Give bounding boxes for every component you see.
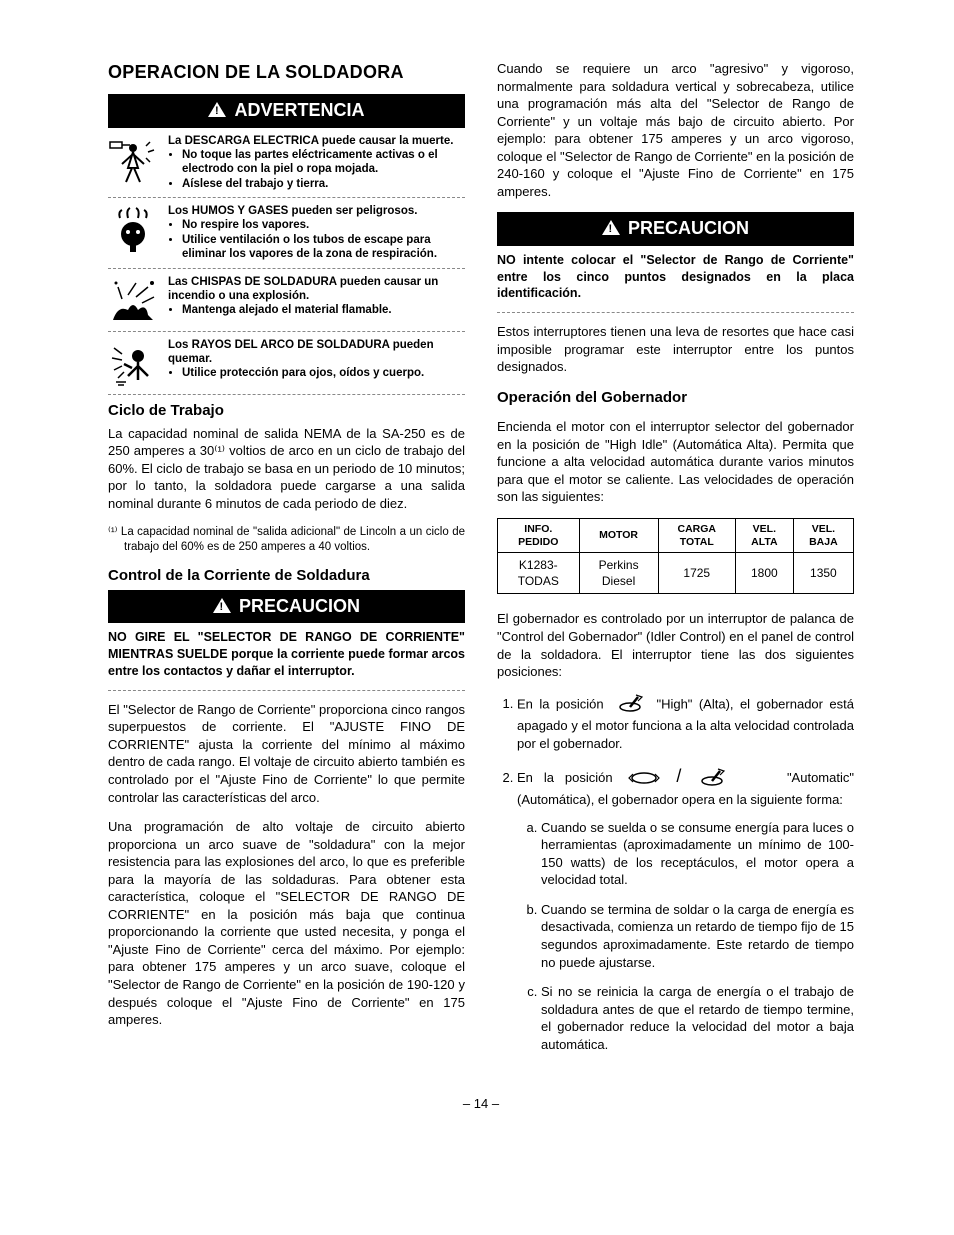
inter-body: Estos interruptores tienen una leva de r…	[497, 323, 854, 376]
td-carga: 1725	[658, 553, 735, 594]
warning-triangle-icon	[208, 102, 226, 117]
th-baja: VEL. BAJA	[793, 518, 853, 552]
th-info: INFO. PEDIDO	[498, 518, 580, 552]
switch-auto-left-icon	[627, 768, 661, 791]
th-carga: CARGA TOTAL	[658, 518, 735, 552]
th-motor: MOTOR	[579, 518, 658, 552]
switch-auto-right-icon	[696, 767, 728, 792]
precaucion-banner: PRECAUCION	[108, 590, 465, 623]
ciclo-heading: Ciclo de Trabajo	[108, 401, 465, 421]
td-alta: 1800	[735, 553, 793, 594]
li2-pre: En la posición	[517, 770, 613, 785]
warning-sparks: Las CHISPAS DE SOLDADURA pueden causar u…	[108, 275, 465, 332]
selector-body: El "Selector de Rango de Corriente" prop…	[108, 701, 465, 806]
page-title: OPERACION DE LA SOLDADORA	[108, 60, 465, 84]
banner-label: PRECAUCION	[239, 594, 360, 618]
speed-table: INFO. PEDIDO MOTOR CARGA TOTAL VEL. ALTA…	[497, 518, 854, 595]
prog-body: Una programación de alto voltaje de circ…	[108, 818, 465, 1029]
warning-arc: Los RAYOS DEL ARCO DE SOLDADURA pueden q…	[108, 338, 465, 395]
gob-body: El gobernador es controlado por un inter…	[497, 610, 854, 680]
ciclo-body: La capacidad nominal de salida NEMA de l…	[108, 425, 465, 513]
banner-label: ADVERTENCIA	[234, 98, 364, 122]
list-item-high: En la posición "High" (Alta), el goberna…	[517, 693, 854, 753]
gobernador-heading: Operación del Gobernador	[497, 388, 854, 408]
banner-label: PRECAUCION	[628, 216, 749, 240]
warn-bullet: No respire los vapores.	[182, 218, 465, 232]
precaucion-text-2: NO intente colocar el "Selector de Rango…	[497, 252, 854, 314]
warn-lead: Las CHISPAS DE SOLDADURA pueden causar u…	[168, 275, 465, 304]
li1-pre: En la posición	[517, 696, 604, 711]
control-heading: Control de la Corriente de Soldadura	[108, 566, 465, 586]
switch-high-icon	[614, 693, 646, 718]
agresivo-body: Cuando se requiere un arco "agresivo" y …	[497, 60, 854, 200]
warning-triangle-icon	[602, 220, 620, 235]
page-number: – 14 –	[108, 1095, 854, 1113]
shock-icon	[108, 134, 158, 184]
td-baja: 1350	[793, 553, 853, 594]
table-row: K1283-TODAS Perkins Diesel 1725 1800 135…	[498, 553, 854, 594]
td-motor: Perkins Diesel	[579, 553, 658, 594]
warning-fumes: Los HUMOS Y GASES pueden ser peligrosos.…	[108, 204, 465, 269]
warn-bullet: Aíslese del trabajo y tierra.	[182, 177, 465, 191]
sub-c: Si no se reinicia la carga de energía o …	[541, 983, 854, 1053]
enc-body: Encienda el motor con el interruptor sel…	[497, 418, 854, 506]
advertencia-banner: ADVERTENCIA	[108, 94, 465, 127]
list-item-auto: En la posición / "Auto	[517, 764, 854, 1053]
warn-bullet: Utilice protección para ojos, oídos y cu…	[182, 366, 465, 380]
warn-bullet: No toque las partes eléctricamente activ…	[182, 148, 465, 177]
fumes-icon	[108, 204, 158, 254]
sub-b: Cuando se termina de soldar o la carga d…	[541, 901, 854, 971]
warning-shock: La DESCARGA ELECTRICA puede causar la mu…	[108, 134, 465, 199]
sub-a: Cuando se suelda o se consume energía pa…	[541, 819, 854, 889]
sparks-icon	[108, 275, 158, 325]
warn-bullet: Mantenga alejado el material flamable.	[182, 303, 465, 317]
warn-lead: Los HUMOS Y GASES pueden ser peligrosos.	[168, 204, 465, 218]
ciclo-footnote: ⁽¹⁾ La capacidad nominal de "salida adic…	[124, 525, 465, 556]
precaucion-banner-2: PRECAUCION	[497, 212, 854, 245]
precaucion-text: NO GIRE EL "SELECTOR DE RANGO DE CORRIEN…	[108, 629, 465, 691]
warn-lead: Los RAYOS DEL ARCO DE SOLDADURA pueden q…	[168, 338, 465, 367]
warning-triangle-icon	[213, 598, 231, 613]
warn-bullet: Utilice ventilación o los tubos de escap…	[182, 233, 465, 262]
th-alta: VEL. ALTA	[735, 518, 793, 552]
warn-lead: La DESCARGA ELECTRICA puede causar la mu…	[168, 134, 465, 148]
td-info: K1283-TODAS	[498, 553, 580, 594]
slash: /	[676, 766, 681, 786]
arc-rays-icon	[108, 338, 158, 388]
